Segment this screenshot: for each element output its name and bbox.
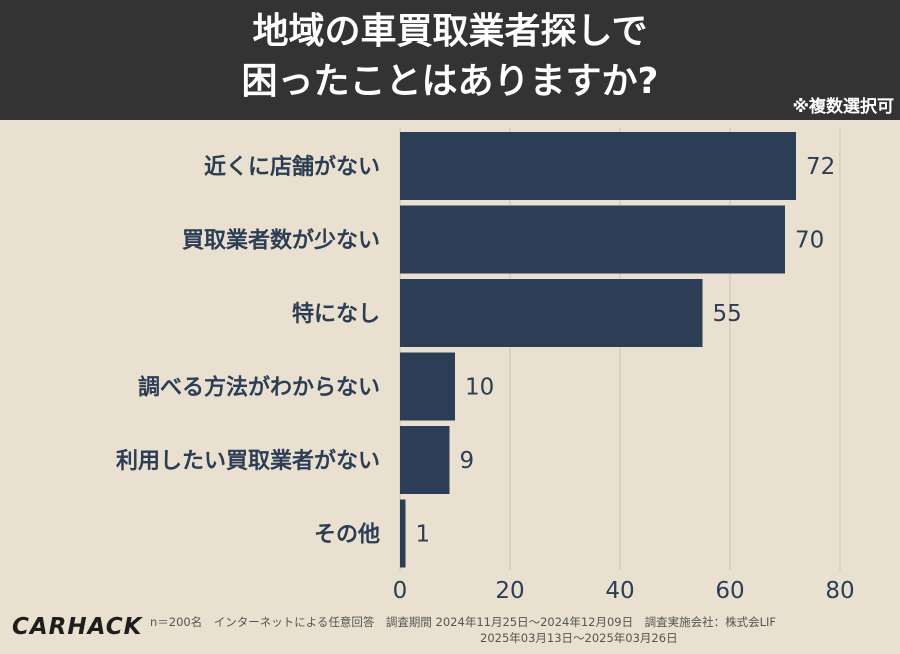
bar-1	[400, 205, 785, 274]
category-label-3: 調べる方法がわからない	[138, 375, 380, 401]
bar-chart: 近くに店舗がない買取業者数が少ない特になし調べる方法がわからない利用したい買取業…	[116, 128, 855, 604]
bar-3	[400, 352, 455, 421]
x-tick-label-40: 40	[605, 578, 634, 604]
survey-period-2: 2025年03月13日〜2025年03月26日	[480, 631, 678, 645]
x-axis-ticks: 0 20 40 60 80	[393, 578, 855, 604]
category-label-1: 買取業者数が少ない	[182, 228, 380, 254]
bar-0	[400, 132, 796, 200]
value-labels: 72 70 55 10 9 1	[416, 154, 836, 548]
survey-info: n＝200名 インターネットによる任意回答 調査期間 2024年11月25日〜2…	[150, 615, 777, 629]
carhack-logo: CARHACK	[12, 614, 143, 640]
x-tick-label-0: 0	[393, 578, 408, 604]
title-bar: 地域の車買取業者探しで 困ったことはありますか? ※複数選択可	[0, 0, 900, 120]
chart-title-line-1: 地域の車買取業者探しで	[252, 11, 648, 52]
category-label-4: 利用したい買取業者がない	[116, 448, 380, 474]
value-label-3: 10	[465, 375, 494, 401]
bar-5	[400, 499, 406, 568]
value-label-0: 72	[806, 154, 835, 180]
x-tick-label-80: 80	[825, 578, 854, 604]
value-label-4: 9	[460, 448, 475, 474]
category-label-2: 特になし	[292, 301, 380, 327]
gridlines	[399, 128, 841, 570]
category-label-0: 近くに店舗がない	[204, 154, 380, 180]
category-labels: 近くに店舗がない買取業者数が少ない特になし調べる方法がわからない利用したい買取業…	[116, 154, 380, 548]
value-label-2: 55	[713, 301, 742, 327]
x-tick-label-20: 20	[495, 578, 524, 604]
bars	[400, 132, 796, 568]
bar-4	[400, 426, 450, 494]
chart-title-line-2: 困ったことはありますか?	[241, 61, 659, 102]
multiple-choice-note: ※複数選択可	[792, 97, 894, 117]
value-label-5: 1	[416, 522, 431, 548]
bar-2	[400, 279, 703, 347]
category-label-5: その他	[314, 523, 380, 548]
x-tick-label-60: 60	[715, 578, 744, 604]
value-label-1: 70	[795, 228, 824, 254]
